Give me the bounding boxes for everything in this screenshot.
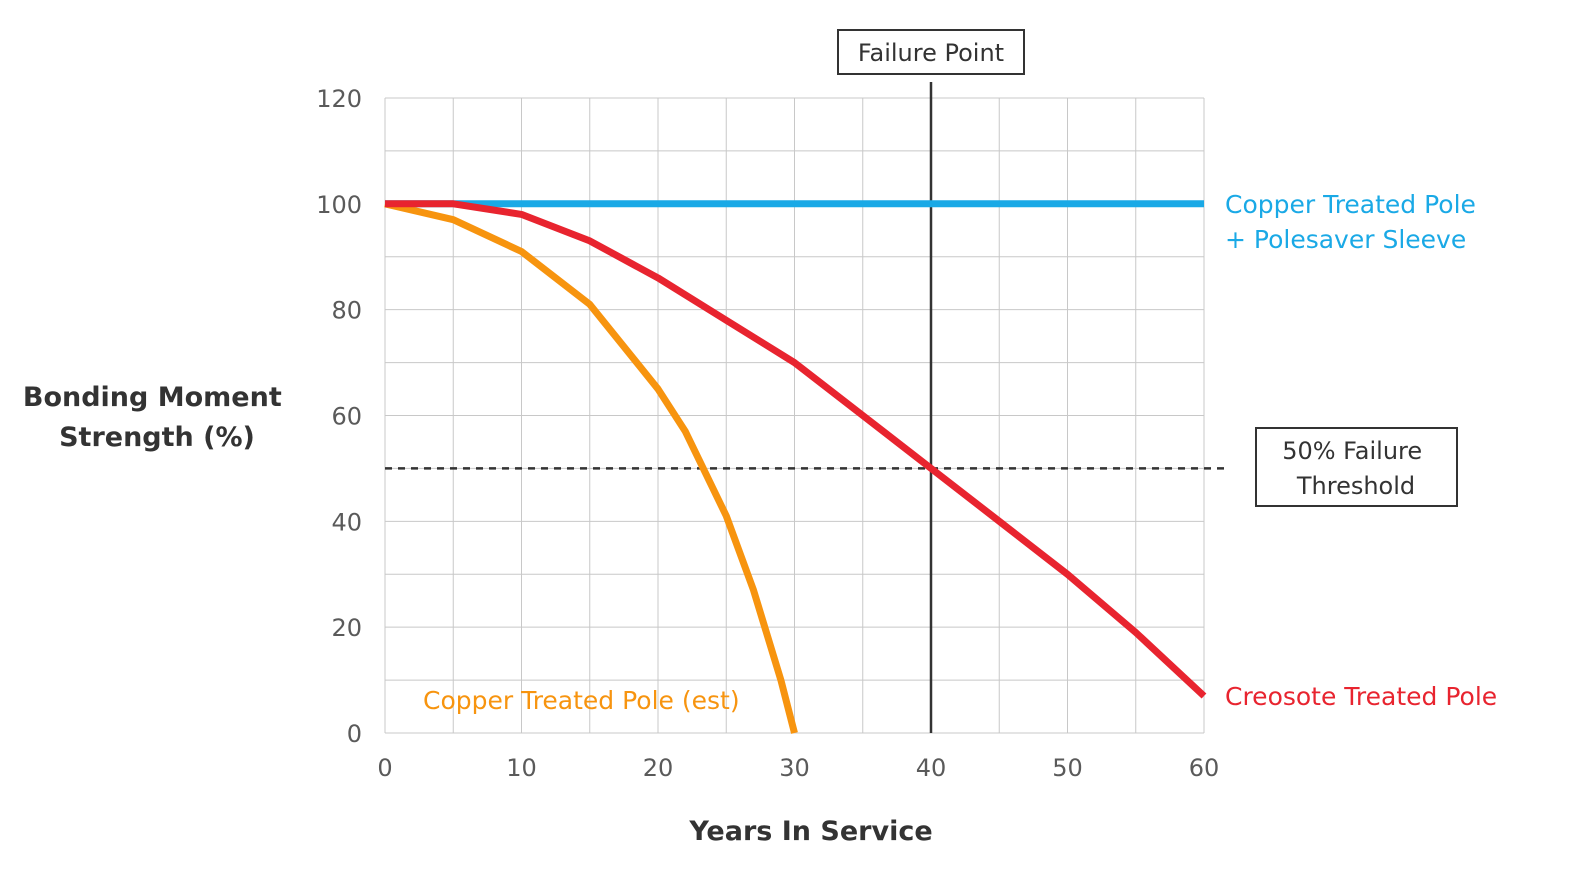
- series-label-creosote: Creosote Treated Pole: [1225, 682, 1497, 711]
- y-axis-title: Bonding Moment Strength (%): [23, 382, 291, 453]
- x-tick-label: 30: [779, 754, 810, 782]
- y-tick-label: 0: [347, 720, 362, 748]
- reference-lines: [385, 82, 1228, 733]
- threshold-text-line-1: 50% Failure: [1282, 437, 1422, 465]
- series-layer: [384, 200, 1207, 734]
- series-line-copper-est: [384, 200, 798, 734]
- y-tick-label: 80: [331, 297, 362, 325]
- threshold-text-line-2: Threshold: [1296, 472, 1415, 500]
- y-tick-label: 40: [331, 508, 362, 536]
- x-tick-label: 60: [1189, 754, 1220, 782]
- x-axis-title: Years In Service: [688, 816, 932, 847]
- y-axis-title-line-1: Bonding Moment: [23, 382, 282, 413]
- failure-point-label: Failure Point: [837, 29, 1025, 75]
- y-tick-label: 100: [316, 191, 362, 219]
- x-tick-label: 20: [643, 754, 674, 782]
- y-axis-ticks: 0 20 40 60 80 100 120: [316, 85, 362, 748]
- y-axis-title-line-2: Strength (%): [59, 422, 255, 453]
- y-tick-label: 20: [331, 614, 362, 642]
- series-label-copper-est: Copper Treated Pole (est): [423, 686, 740, 715]
- y-tick-label: 120: [316, 85, 362, 113]
- series-label-copper-polesaver-line-2: + Polesaver Sleeve: [1225, 225, 1466, 254]
- series-line-creosote: [385, 200, 1207, 699]
- grid: [384, 97, 1205, 734]
- threshold-text: 50% Failure Threshold: [1282, 437, 1430, 500]
- x-tick-label: 0: [377, 754, 392, 782]
- failure-point-text: Failure Point: [858, 39, 1004, 67]
- x-tick-label: 50: [1052, 754, 1083, 782]
- threshold-label: 50% Failure Threshold: [1255, 427, 1458, 507]
- x-tick-label: 10: [506, 754, 537, 782]
- series-label-copper-polesaver: Copper Treated Pole + Polesaver Sleeve: [1225, 190, 1484, 254]
- series-label-copper-polesaver-line-1: Copper Treated Pole: [1225, 190, 1476, 219]
- x-axis-ticks: 0 10 20 30 40 50 60: [377, 754, 1219, 782]
- y-tick-label: 60: [331, 403, 362, 431]
- x-tick-label: 40: [916, 754, 947, 782]
